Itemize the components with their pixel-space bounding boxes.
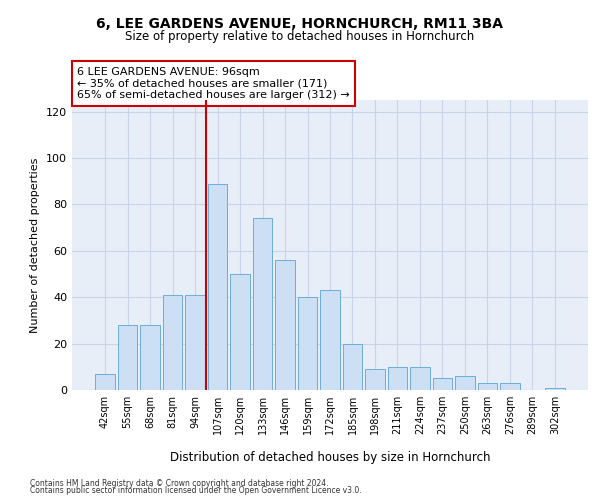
Y-axis label: Number of detached properties: Number of detached properties <box>31 158 40 332</box>
Bar <box>185 295 205 390</box>
Text: 6 LEE GARDENS AVENUE: 96sqm
← 35% of detached houses are smaller (171)
65% of se: 6 LEE GARDENS AVENUE: 96sqm ← 35% of det… <box>77 67 350 100</box>
Bar <box>208 184 227 390</box>
Text: Size of property relative to detached houses in Hornchurch: Size of property relative to detached ho… <box>125 30 475 43</box>
Bar <box>95 374 115 390</box>
Bar <box>500 383 520 390</box>
Text: Distribution of detached houses by size in Hornchurch: Distribution of detached houses by size … <box>170 451 490 464</box>
Bar <box>410 367 430 390</box>
Bar <box>140 325 160 390</box>
Bar <box>545 388 565 390</box>
Bar <box>365 369 385 390</box>
Bar <box>253 218 272 390</box>
Bar <box>118 325 137 390</box>
Bar <box>388 367 407 390</box>
Bar <box>230 274 250 390</box>
Bar <box>320 290 340 390</box>
Bar <box>478 383 497 390</box>
Text: Contains HM Land Registry data © Crown copyright and database right 2024.: Contains HM Land Registry data © Crown c… <box>30 478 329 488</box>
Bar <box>343 344 362 390</box>
Bar <box>433 378 452 390</box>
Bar <box>275 260 295 390</box>
Text: Contains public sector information licensed under the Open Government Licence v3: Contains public sector information licen… <box>30 486 362 495</box>
Bar <box>163 295 182 390</box>
Bar <box>298 297 317 390</box>
Bar <box>455 376 475 390</box>
Text: 6, LEE GARDENS AVENUE, HORNCHURCH, RM11 3BA: 6, LEE GARDENS AVENUE, HORNCHURCH, RM11 … <box>97 18 503 32</box>
